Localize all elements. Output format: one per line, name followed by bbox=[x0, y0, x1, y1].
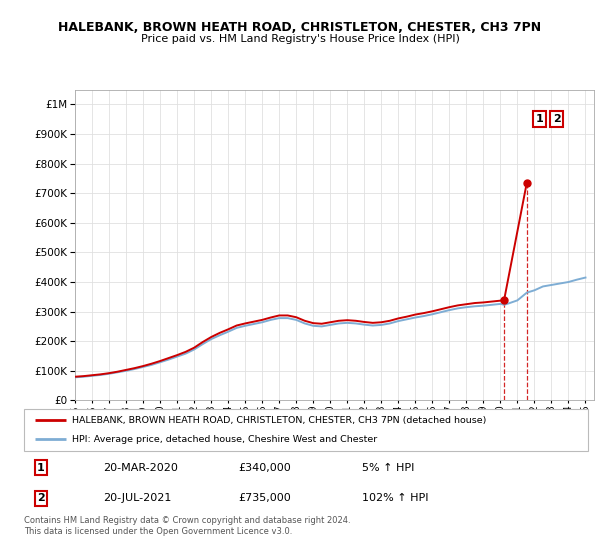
Text: Price paid vs. HM Land Registry's House Price Index (HPI): Price paid vs. HM Land Registry's House … bbox=[140, 34, 460, 44]
Text: 2: 2 bbox=[37, 493, 45, 503]
Text: 1: 1 bbox=[37, 463, 45, 473]
Text: 1: 1 bbox=[536, 114, 544, 124]
Text: HALEBANK, BROWN HEATH ROAD, CHRISTLETON, CHESTER, CH3 7PN (detached house): HALEBANK, BROWN HEATH ROAD, CHRISTLETON,… bbox=[72, 416, 487, 424]
Text: 20-MAR-2020: 20-MAR-2020 bbox=[103, 463, 178, 473]
Text: HALEBANK, BROWN HEATH ROAD, CHRISTLETON, CHESTER, CH3 7PN: HALEBANK, BROWN HEATH ROAD, CHRISTLETON,… bbox=[58, 21, 542, 34]
Text: 2: 2 bbox=[553, 114, 560, 124]
Text: HPI: Average price, detached house, Cheshire West and Chester: HPI: Average price, detached house, Ches… bbox=[72, 435, 377, 444]
Text: 5% ↑ HPI: 5% ↑ HPI bbox=[362, 463, 415, 473]
Text: £340,000: £340,000 bbox=[238, 463, 291, 473]
Text: Contains HM Land Registry data © Crown copyright and database right 2024.
This d: Contains HM Land Registry data © Crown c… bbox=[24, 516, 350, 536]
Text: £735,000: £735,000 bbox=[238, 493, 291, 503]
Text: 20-JUL-2021: 20-JUL-2021 bbox=[103, 493, 172, 503]
Text: 102% ↑ HPI: 102% ↑ HPI bbox=[362, 493, 429, 503]
